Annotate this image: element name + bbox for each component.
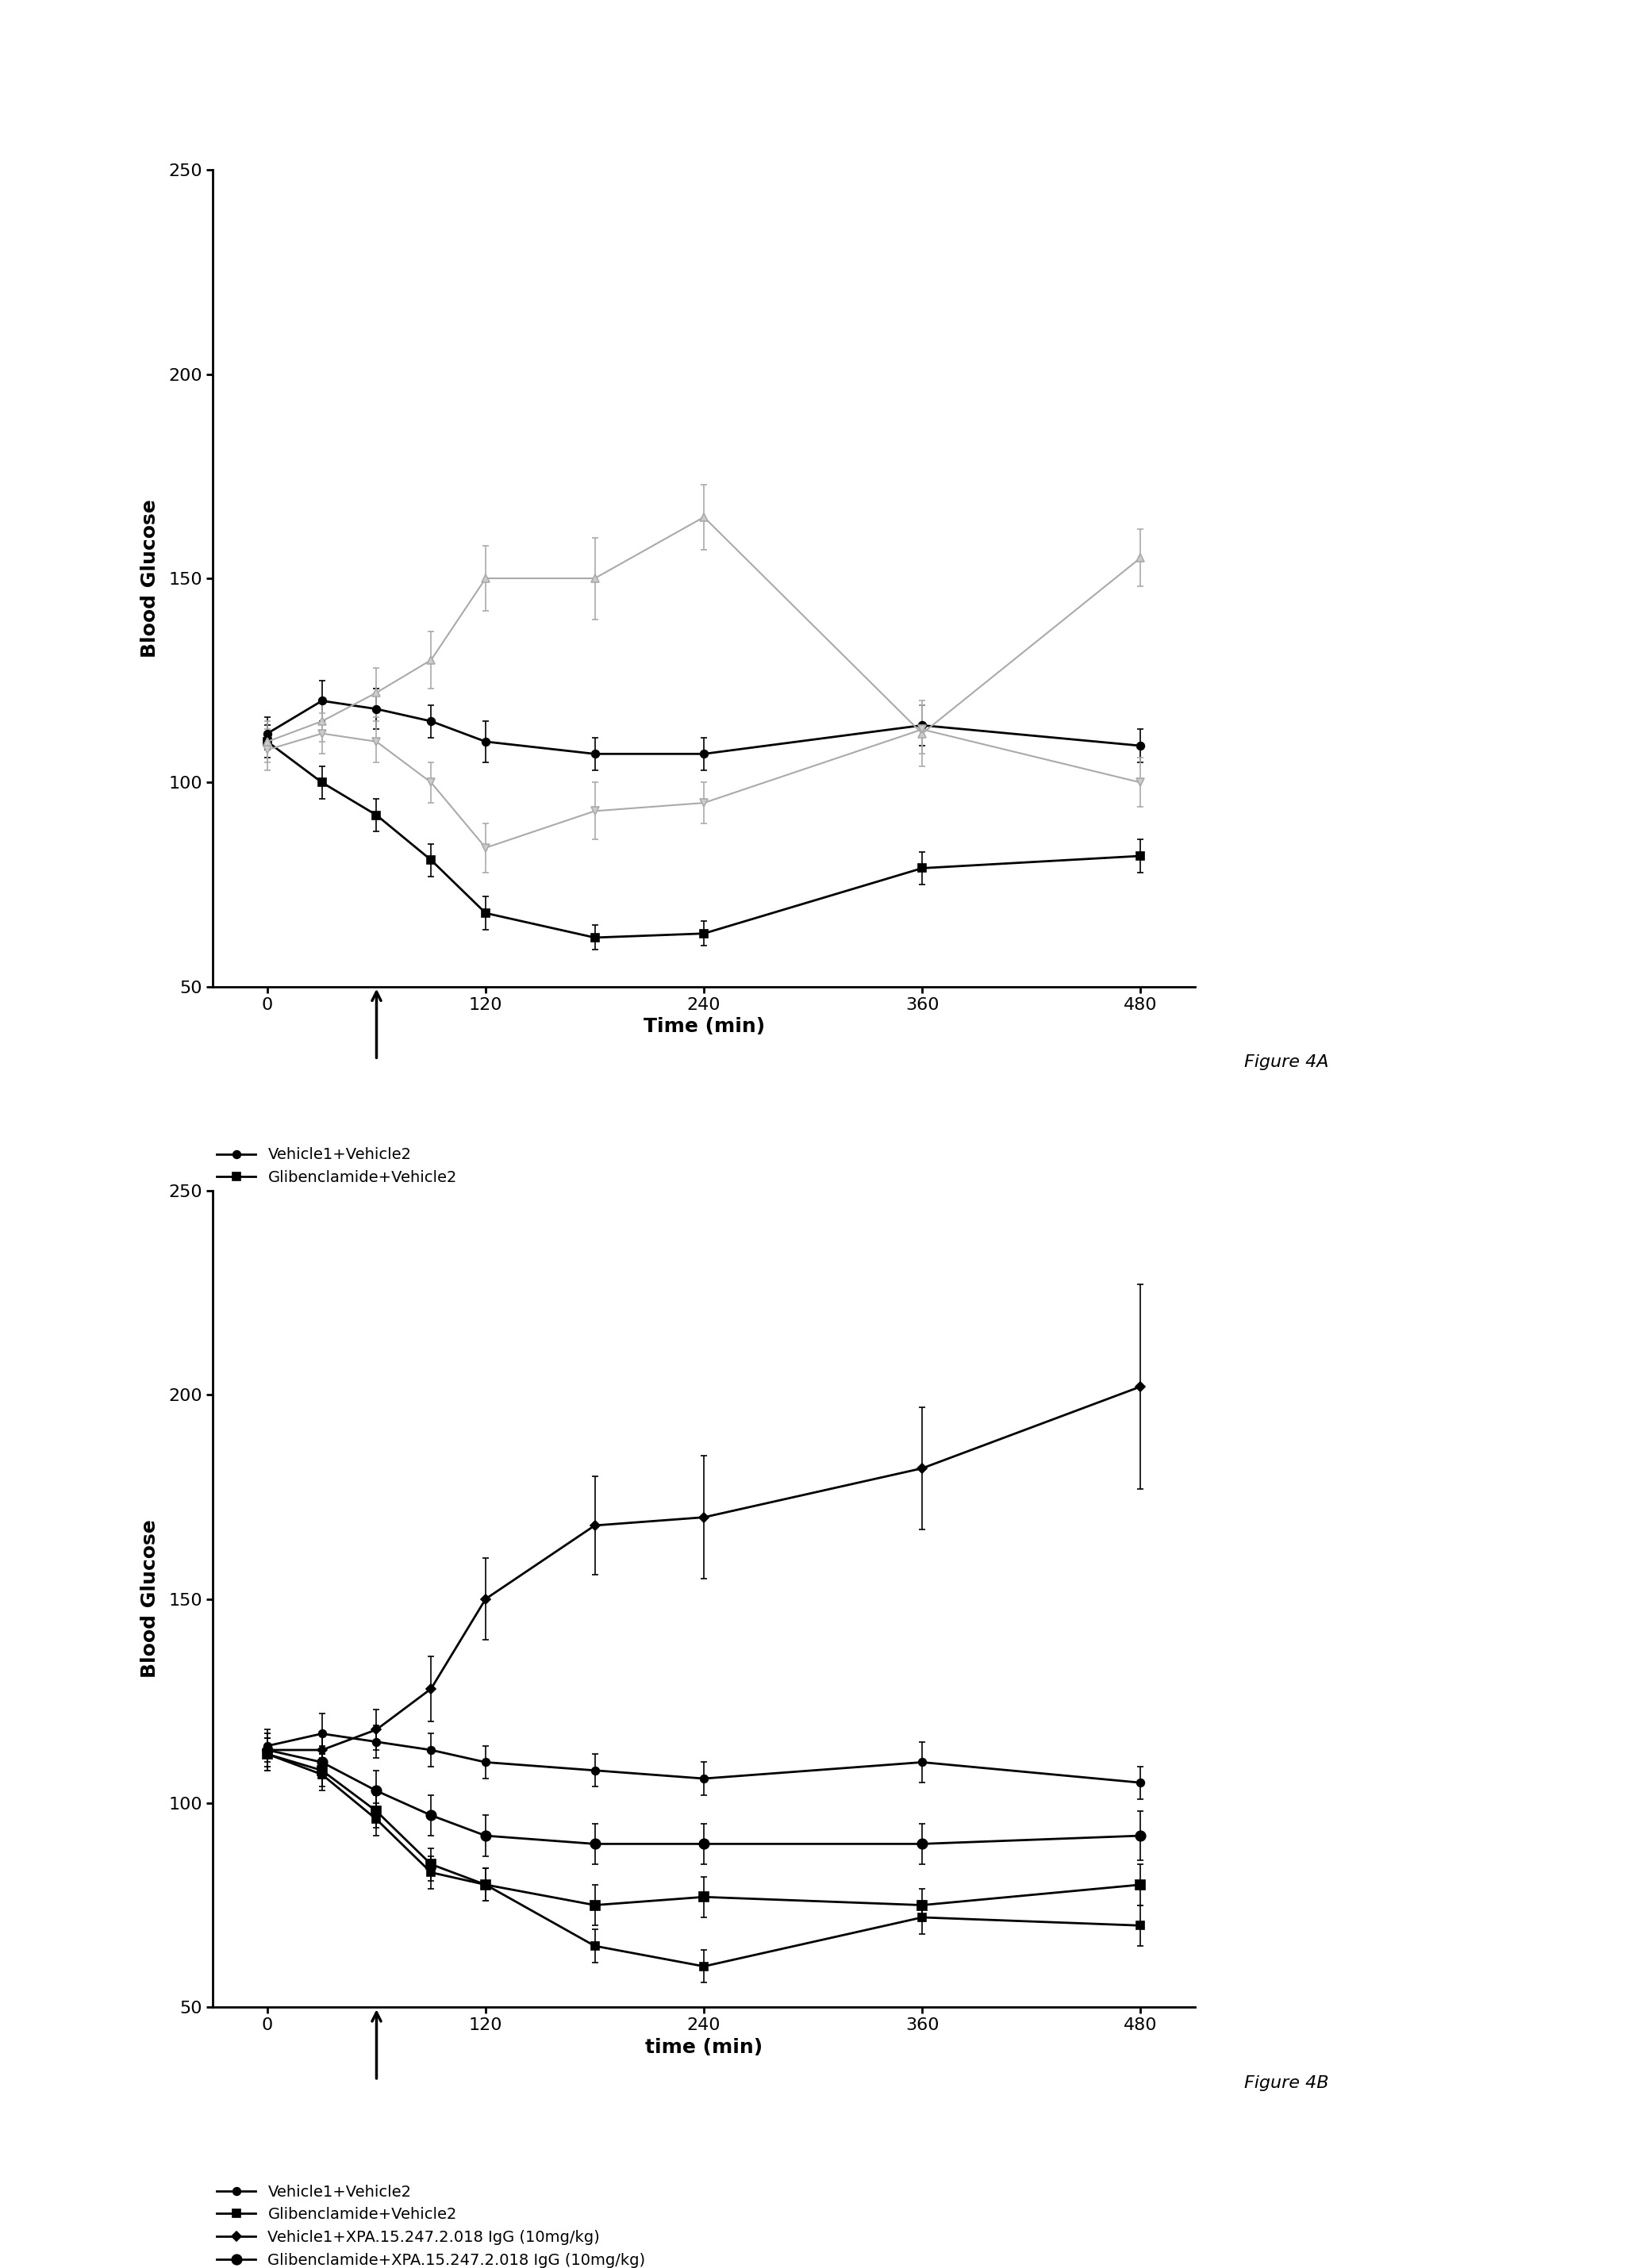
Legend: Vehicle1+Vehicle2, Glibenclamide+Vehicle2, Vehicle1+XPA.15.247 (30mg/kg), Gliben: Vehicle1+Vehicle2, Glibenclamide+Vehicle… — [211, 1141, 571, 1236]
Legend: Vehicle1+Vehicle2, Glibenclamide+Vehicle2, Vehicle1+XPA.15.247.2.018 IgG (10mg/k: Vehicle1+Vehicle2, Glibenclamide+Vehicle… — [211, 2177, 652, 2268]
Text: Figure 4A: Figure 4A — [1244, 1055, 1329, 1070]
Y-axis label: Blood Glucose: Blood Glucose — [141, 499, 160, 658]
X-axis label: Time (min): Time (min) — [643, 1018, 764, 1036]
Text: Figure 4B: Figure 4B — [1244, 2075, 1329, 2091]
X-axis label: time (min): time (min) — [645, 2039, 763, 2057]
Y-axis label: Blood Glucose: Blood Glucose — [141, 1520, 160, 1678]
